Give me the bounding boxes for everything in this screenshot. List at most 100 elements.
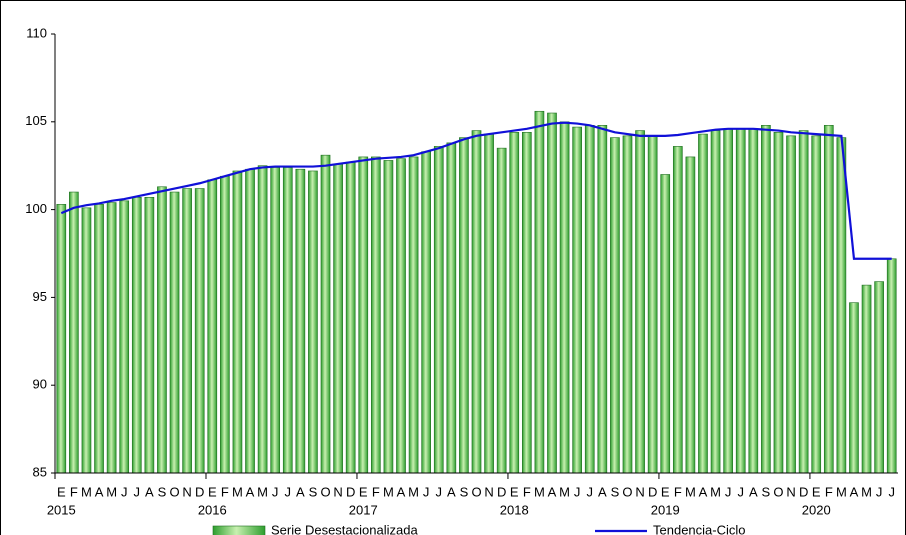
bar — [383, 160, 394, 474]
x-tick-label: J — [121, 484, 128, 499]
bar — [358, 156, 369, 474]
legend-swatch — [212, 525, 266, 535]
bar — [308, 170, 318, 474]
bar — [245, 168, 255, 474]
bar — [94, 204, 104, 474]
x-tick-label: J — [134, 484, 141, 499]
x-tick-label: D — [195, 484, 204, 499]
bar — [182, 188, 192, 474]
x-tick-label: A — [699, 484, 708, 499]
x-tick-label: A — [598, 484, 607, 499]
x-tick-label: F — [825, 484, 833, 499]
x-tick-label: M — [836, 484, 847, 499]
bar — [698, 133, 708, 474]
x-tick-label: M — [534, 484, 545, 499]
x-tick-label: J — [272, 484, 279, 499]
bar — [509, 132, 520, 474]
x-tick-label: N — [484, 484, 493, 499]
x-tick-label: J — [436, 484, 443, 499]
x-tick-label: A — [246, 484, 255, 499]
x-tick-label: A — [397, 484, 406, 499]
x-tick-label: S — [309, 484, 318, 499]
bar — [597, 125, 608, 474]
bar — [257, 165, 268, 474]
bar — [446, 142, 457, 474]
x-tick-label: N — [786, 484, 795, 499]
x-tick-label: A — [749, 484, 758, 499]
bar — [584, 125, 595, 474]
x-tick-label: J — [586, 484, 593, 499]
bar — [169, 191, 180, 474]
bar — [484, 133, 494, 474]
x-tick-label: J — [725, 484, 732, 499]
bar — [786, 135, 796, 474]
bar — [69, 191, 79, 474]
x-tick-label: E — [208, 484, 217, 499]
x-tick-label: J — [285, 484, 292, 499]
x-tick-label: S — [762, 484, 771, 499]
x-tick-label: S — [460, 484, 469, 499]
x-tick-label: F — [523, 484, 531, 499]
x-tick-label: J — [737, 484, 744, 499]
x-tick-label: F — [674, 484, 682, 499]
x-tick-label: M — [232, 484, 243, 499]
x-tick-label: A — [548, 484, 557, 499]
y-tick-label: 95 — [33, 289, 47, 304]
y-tick-label: 85 — [33, 464, 47, 479]
x-tick-label: M — [559, 484, 570, 499]
x-tick-label: D — [648, 484, 657, 499]
x-tick-label: O — [169, 484, 179, 499]
x-tick-label: M — [861, 484, 872, 499]
bar — [685, 156, 696, 474]
bar — [761, 125, 771, 474]
bar — [232, 170, 243, 474]
bar — [647, 135, 658, 474]
bar — [396, 158, 406, 474]
bar — [471, 130, 482, 474]
x-tick-label: F — [372, 484, 380, 499]
bar — [836, 137, 847, 474]
y-tick-label: 100 — [25, 201, 47, 216]
x-tick-label: A — [447, 484, 456, 499]
x-tick-label: J — [888, 484, 895, 499]
x-tick-label: S — [158, 484, 167, 499]
bar — [282, 167, 293, 474]
trend-line — [60, 121, 892, 260]
bar — [131, 197, 142, 474]
bar — [106, 202, 117, 474]
bar — [723, 128, 733, 474]
x-tick-label: N — [182, 484, 191, 499]
bar — [56, 204, 67, 474]
bar — [320, 154, 331, 474]
bar — [874, 281, 884, 474]
x-tick-label: A — [850, 484, 859, 499]
x-tick-label: E — [510, 484, 519, 499]
bar — [371, 156, 381, 474]
x-tick-label: N — [635, 484, 644, 499]
bar — [144, 197, 155, 474]
x-tick-label: A — [145, 484, 154, 499]
x-tick-label: A — [296, 484, 305, 499]
bar — [798, 130, 809, 474]
bar — [861, 284, 872, 474]
x-tick-label: O — [773, 484, 783, 499]
year-label: 2016 — [198, 502, 227, 517]
x-tick-label: F — [221, 484, 229, 499]
x-tick-label: M — [106, 484, 117, 499]
bar — [421, 151, 432, 474]
bar — [333, 163, 343, 474]
bar — [811, 135, 822, 474]
bar — [635, 130, 645, 474]
bar — [207, 179, 218, 474]
legend-label: Serie Desestacionalizada — [271, 522, 418, 535]
bar — [748, 128, 759, 474]
x-tick-label: O — [320, 484, 330, 499]
y-tick-label: 90 — [33, 377, 47, 392]
x-tick-label: O — [622, 484, 632, 499]
x-tick-label: S — [611, 484, 620, 499]
x-tick-label: J — [423, 484, 430, 499]
bar — [547, 112, 557, 474]
x-tick-label: D — [497, 484, 506, 499]
bar — [157, 186, 167, 474]
